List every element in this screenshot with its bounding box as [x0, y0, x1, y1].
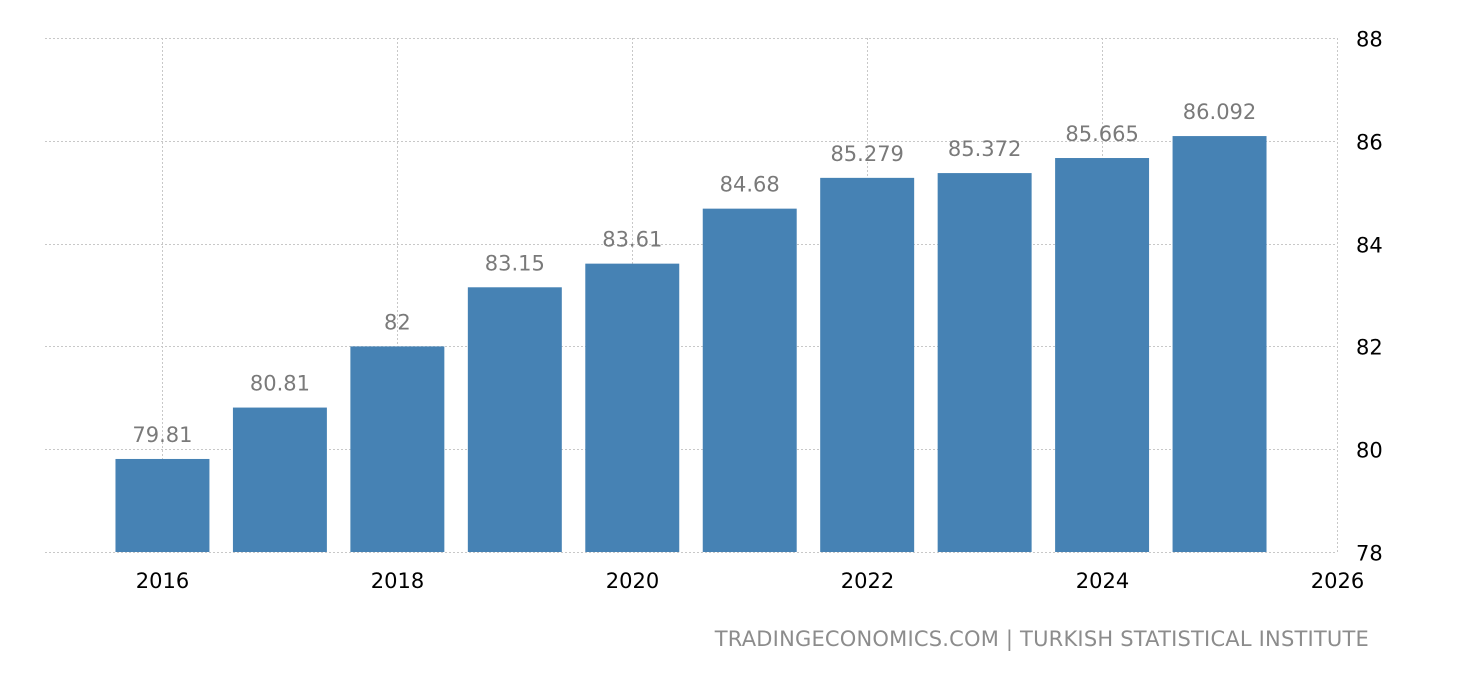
- data-label-2020: 83.61: [602, 228, 662, 252]
- bar-2025: [1172, 136, 1267, 552]
- bars: [115, 136, 1267, 553]
- bar-2024: [1055, 158, 1150, 553]
- data-label-2016: 79.81: [132, 423, 192, 447]
- y-tick-label: 82: [1356, 336, 1383, 360]
- y-axis-ticks: 78 80 82 84 86 88: [1356, 28, 1383, 566]
- bar-2016: [115, 458, 210, 552]
- y-tick-label: 84: [1356, 234, 1383, 258]
- data-label-2021: 84.68: [720, 173, 780, 197]
- x-tick-label: 2026: [1311, 569, 1364, 593]
- x-tick-label: 2018: [371, 569, 424, 593]
- bar-2017: [232, 407, 327, 552]
- y-tick-label: 88: [1356, 28, 1383, 52]
- data-label-2017: 80.81: [250, 372, 310, 396]
- source-credit: TRADINGECONOMICS.COM | TURKISH STATISTIC…: [714, 627, 1369, 651]
- data-label-2018: 82: [384, 310, 411, 334]
- y-tick-label: 86: [1356, 131, 1383, 155]
- bar-2020: [585, 263, 680, 552]
- data-label-2019: 83.15: [485, 251, 545, 275]
- data-label-2024: 85.665: [1065, 122, 1138, 146]
- y-tick-label: 80: [1356, 439, 1383, 463]
- x-tick-label: 2016: [136, 569, 189, 593]
- bar-2021: [702, 208, 797, 552]
- x-tick-label: 2022: [841, 569, 894, 593]
- bar-2022: [820, 177, 915, 552]
- bar-2023: [937, 173, 1032, 552]
- data-labels: 79.81 80.81 82 83.15 83.61 84.68 85.279 85.372 8…: [132, 100, 1256, 447]
- x-tick-label: 2024: [1076, 569, 1129, 593]
- y-tick-label: 78: [1356, 542, 1383, 566]
- data-label-2025: 86.092: [1183, 100, 1256, 124]
- bar-2019: [467, 287, 562, 552]
- data-label-2023: 85.372: [948, 137, 1021, 161]
- x-tick-label: 2020: [606, 569, 659, 593]
- bar-2018: [350, 346, 445, 552]
- x-axis-ticks: 2016 2018 2020 2022 2024 2026: [136, 569, 1364, 593]
- data-label-2022: 85.279: [830, 142, 903, 166]
